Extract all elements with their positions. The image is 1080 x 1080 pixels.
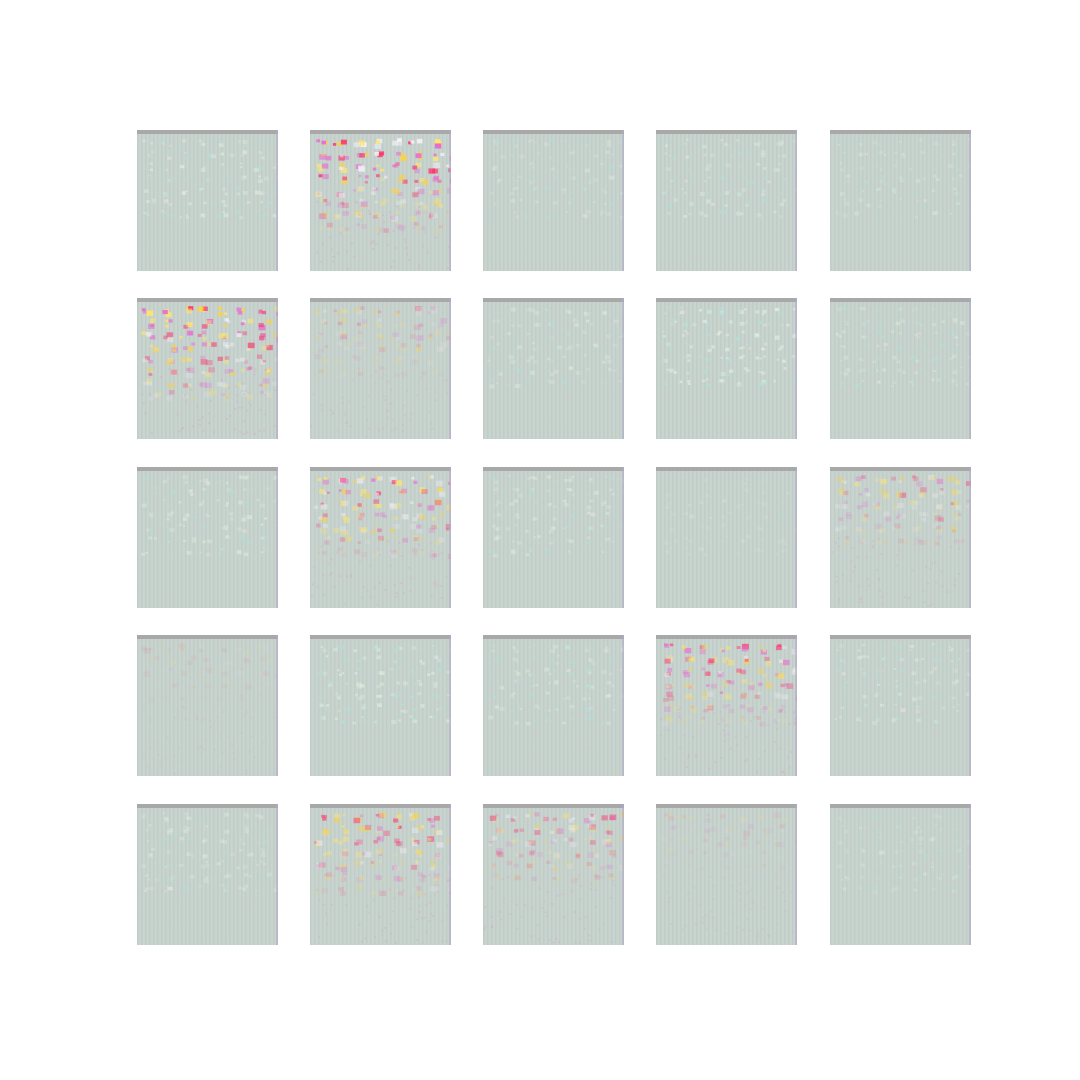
generated-sample-tile [137, 635, 278, 776]
generated-sample-tile [310, 298, 451, 439]
generated-sample-tile [483, 130, 624, 271]
tile-image [483, 298, 624, 439]
tile-image [137, 298, 278, 439]
tile-image [137, 467, 278, 608]
generated-sample-tile [656, 635, 797, 776]
generated-sample-tile [483, 804, 624, 945]
generated-sample-tile [483, 467, 624, 608]
tile-image [483, 635, 624, 776]
generated-sample-tile [830, 635, 971, 776]
tile-image [656, 298, 797, 439]
tile-image [310, 635, 451, 776]
generated-sample-tile [137, 298, 278, 439]
tile-image [830, 467, 971, 608]
generated-sample-tile [483, 635, 624, 776]
generated-sample-tile [656, 804, 797, 945]
generated-sample-tile [483, 298, 624, 439]
tile-image [656, 130, 797, 271]
tile-image [830, 130, 971, 271]
tile-image [483, 130, 624, 271]
tile-image [656, 635, 797, 776]
generated-sample-tile [830, 130, 971, 271]
tile-image [310, 804, 451, 945]
generated-sample-tile [137, 804, 278, 945]
generated-sample-tile [137, 467, 278, 608]
generated-sample-tile [310, 467, 451, 608]
generated-sample-tile [830, 467, 971, 608]
generated-sample-tile [310, 130, 451, 271]
generated-sample-tile [310, 635, 451, 776]
tile-image [310, 298, 451, 439]
tile-image [830, 635, 971, 776]
tile-image [310, 467, 451, 608]
generated-sample-tile [656, 130, 797, 271]
generated-sample-tile [656, 298, 797, 439]
tile-image [483, 804, 624, 945]
generated-sample-tile [137, 130, 278, 271]
generated-sample-tile [310, 804, 451, 945]
generated-sample-tile [830, 298, 971, 439]
tile-image [137, 635, 278, 776]
tile-image [137, 804, 278, 945]
tile-image [483, 467, 624, 608]
generated-sample-tile [656, 467, 797, 608]
tile-image [656, 804, 797, 945]
tile-image [830, 298, 971, 439]
tile-image [310, 130, 451, 271]
tile-image [830, 804, 971, 945]
tile-image [656, 467, 797, 608]
tile-image [137, 130, 278, 271]
generated-sample-tile [830, 804, 971, 945]
